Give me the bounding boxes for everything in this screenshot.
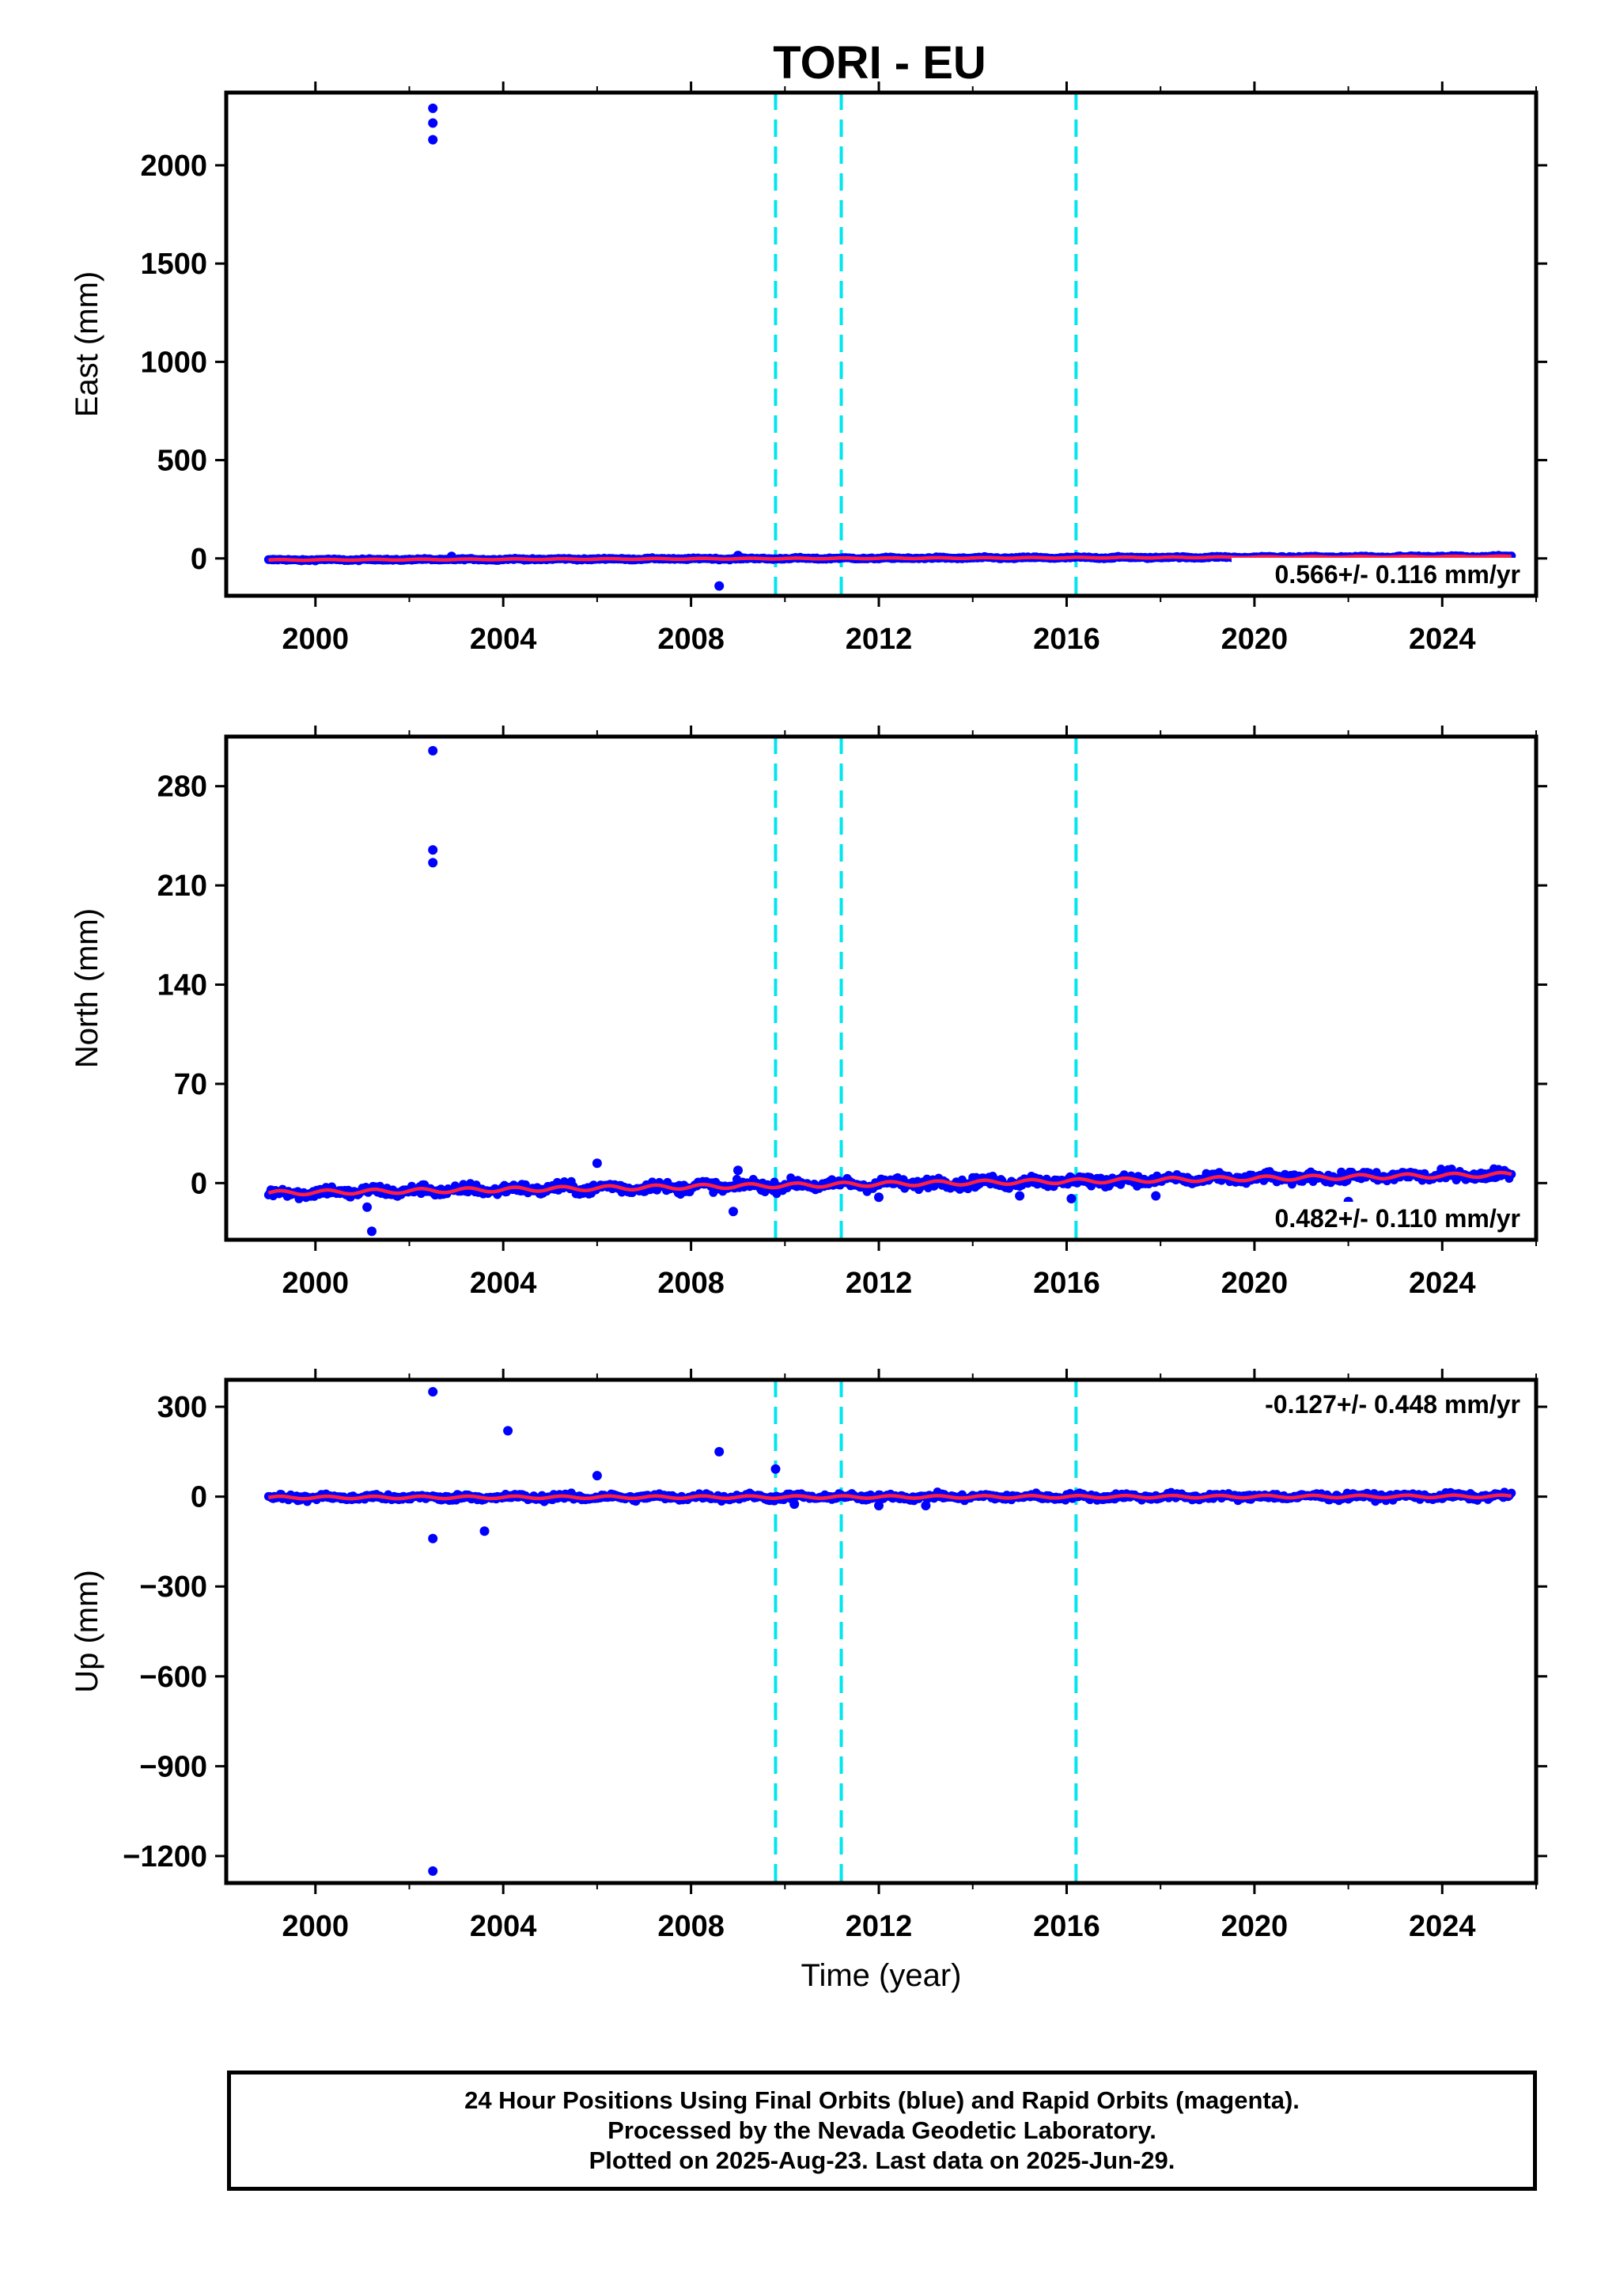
x-tick-label: 2004	[470, 1267, 537, 1300]
outlier-point	[428, 845, 438, 855]
x-tick-label: 2004	[470, 623, 537, 656]
x-tick-label: 2012	[846, 1267, 913, 1300]
x-tick-label: 2016	[1033, 623, 1100, 656]
outlier-point	[592, 1158, 602, 1169]
y-tick-label: −600	[139, 1661, 207, 1694]
outlier-point	[428, 1533, 438, 1544]
outlier-point	[367, 1226, 377, 1237]
y-tick-label: 300	[157, 1391, 207, 1424]
panel-east: 2000 2004 2008 2012 2016 2020 2024 0 500 1000 1500…	[70, 81, 1547, 656]
rate-label-bg	[1232, 1202, 1526, 1235]
y-axis-label: East (mm)	[70, 271, 104, 417]
footer-line-2: Processed by the Nevada Geodetic Laborat…	[607, 2116, 1156, 2144]
panels: 2000 2004 2008 2012 2016 2020 2024 0 500 1000 1500…	[70, 81, 1547, 1993]
y-tick-label: 140	[157, 969, 207, 1002]
outlier-point	[362, 1202, 373, 1212]
outlier-point	[503, 1426, 513, 1436]
outlier-point	[428, 1866, 438, 1876]
plot-frame	[224, 90, 1539, 598]
chart-title: TORI - EU	[773, 37, 986, 89]
outlier-point	[1015, 1191, 1025, 1201]
x-tick-label: 2024	[1409, 1910, 1476, 1943]
y-axis-label: North (mm)	[70, 908, 104, 1068]
x-tick-label: 2020	[1221, 1267, 1289, 1300]
outlier-point	[874, 1501, 884, 1510]
outlier-point	[770, 1464, 781, 1474]
x-axis-label: Time (year)	[801, 1958, 962, 1993]
outlier-point	[789, 1499, 800, 1510]
rate-label-bg	[1232, 1388, 1526, 1421]
outlier-point	[874, 1192, 884, 1203]
footer-line-1: 24 Hour Positions Using Final Orbits (bl…	[464, 2086, 1300, 2114]
y-tick-label: 70	[174, 1068, 207, 1101]
x-tick-label: 2024	[1409, 623, 1476, 656]
outlier-point	[714, 1446, 725, 1457]
velocity-rate-label: 0.566+/- 0.116 mm/yr	[1275, 560, 1520, 589]
footer-line-3: Plotted on 2025-Aug-23. Last data on 202…	[589, 2146, 1175, 2174]
y-tick-label: 2000	[140, 150, 207, 183]
x-tick-label: 2008	[657, 1910, 725, 1943]
x-tick-label: 2008	[657, 623, 725, 656]
y-tick-label: 0	[191, 1167, 207, 1200]
outlier-point	[592, 1471, 602, 1481]
outlier-point	[479, 1526, 490, 1536]
x-tick-label: 2020	[1221, 1910, 1289, 1943]
y-tick-label: 210	[157, 870, 207, 903]
outlier-point	[729, 1207, 738, 1217]
x-tick-label: 2008	[657, 1267, 725, 1300]
y-tick-label: 1500	[140, 248, 207, 281]
panel-north: 2000 2004 2008 2012 2016 2020 2024 0 70 140 210 280…	[70, 726, 1547, 1300]
x-tick-label: 2016	[1033, 1910, 1100, 1943]
y-tick-label: 0	[191, 1481, 207, 1514]
velocity-rate-label: -0.127+/- 0.448 mm/yr	[1265, 1390, 1520, 1419]
outlier-point	[1151, 1191, 1161, 1201]
x-tick-label: 2012	[846, 623, 913, 656]
x-tick-label: 2000	[282, 1267, 350, 1300]
y-axis-label: Up (mm)	[70, 1570, 104, 1693]
y-tick-label: 0	[191, 543, 207, 576]
panel-up: 2000 2004 2008 2012 2016 2020 2024 −1200 −900 −60…	[70, 1369, 1547, 1993]
x-tick-label: 2004	[470, 1910, 537, 1943]
outlier-point	[428, 1387, 438, 1397]
rate-label-bg	[1232, 558, 1526, 591]
y-tick-label: −300	[139, 1570, 207, 1604]
outlier-point	[1066, 1194, 1077, 1203]
model-line	[267, 1493, 1512, 1501]
velocity-rate-label: 0.482+/- 0.110 mm/yr	[1275, 1204, 1520, 1233]
model-line	[267, 1170, 1512, 1197]
y-tick-label: 1000	[140, 346, 207, 379]
footer-box: 24 Hour Positions Using Final Orbits (bl…	[227, 2071, 1537, 2191]
outlier-point	[428, 118, 438, 128]
x-tick-label: 2000	[282, 1910, 350, 1943]
data-points	[263, 745, 1516, 1237]
outlier-point	[714, 581, 725, 591]
plot-frame	[224, 1377, 1539, 1885]
data-points	[263, 103, 1516, 591]
y-tick-label: −1200	[123, 1840, 207, 1874]
x-tick-label: 2016	[1033, 1267, 1100, 1300]
y-tick-label: 500	[157, 445, 207, 478]
outlier-point	[733, 1165, 743, 1176]
outlier-point	[921, 1501, 931, 1510]
outlier-point	[428, 745, 438, 756]
outlier-point	[428, 135, 438, 145]
x-tick-label: 2020	[1221, 623, 1289, 656]
x-tick-label: 2012	[846, 1910, 913, 1943]
plot-frame	[224, 734, 1539, 1242]
y-tick-label: 280	[157, 771, 207, 804]
outlier-point	[428, 103, 438, 113]
data-points	[263, 1387, 1516, 1876]
outlier-point	[428, 858, 438, 868]
x-tick-label: 2000	[282, 623, 350, 656]
model-line	[268, 554, 1512, 563]
x-tick-label: 2024	[1409, 1267, 1476, 1300]
y-tick-label: −900	[139, 1750, 207, 1783]
